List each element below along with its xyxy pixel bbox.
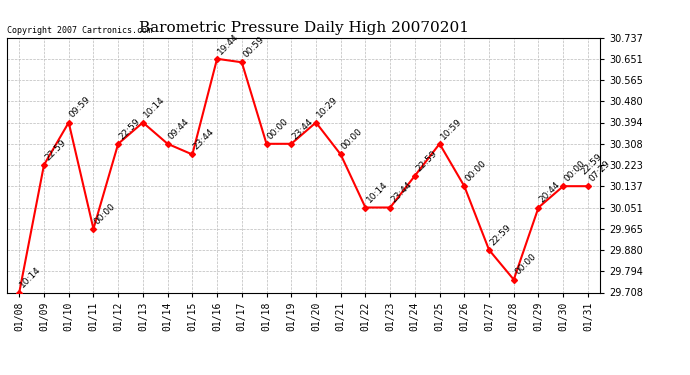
Text: 22:59: 22:59 xyxy=(43,138,68,162)
Text: 22:59: 22:59 xyxy=(489,223,513,247)
Text: 23:44: 23:44 xyxy=(290,117,315,141)
Text: 00:00: 00:00 xyxy=(513,252,538,277)
Text: 22:59
07:29: 22:59 07:29 xyxy=(580,152,612,183)
Text: 10:29: 10:29 xyxy=(315,95,339,120)
Text: 23:44: 23:44 xyxy=(192,127,216,152)
Text: Copyright 2007 Cartronics.com: Copyright 2007 Cartronics.com xyxy=(7,26,152,35)
Text: 20:44: 20:44 xyxy=(538,180,562,205)
Text: 00:59: 00:59 xyxy=(241,35,266,60)
Text: 22:59: 22:59 xyxy=(117,117,142,141)
Text: 00:00: 00:00 xyxy=(562,159,587,183)
Text: 10:59: 10:59 xyxy=(439,116,464,141)
Text: 10:14: 10:14 xyxy=(364,180,389,205)
Text: 10:14: 10:14 xyxy=(142,95,167,120)
Title: Barometric Pressure Daily High 20070201: Barometric Pressure Daily High 20070201 xyxy=(139,21,469,35)
Text: 09:59: 09:59 xyxy=(68,95,92,120)
Text: 23:44: 23:44 xyxy=(389,180,414,205)
Text: 00:00: 00:00 xyxy=(92,201,117,226)
Text: 22:59: 22:59 xyxy=(414,148,439,173)
Text: 10:14: 10:14 xyxy=(19,265,43,290)
Text: 00:00: 00:00 xyxy=(340,127,364,152)
Text: 09:44: 09:44 xyxy=(167,117,191,141)
Text: 00:00: 00:00 xyxy=(266,116,290,141)
Text: 19:44: 19:44 xyxy=(216,32,241,56)
Text: 00:00: 00:00 xyxy=(464,159,488,183)
